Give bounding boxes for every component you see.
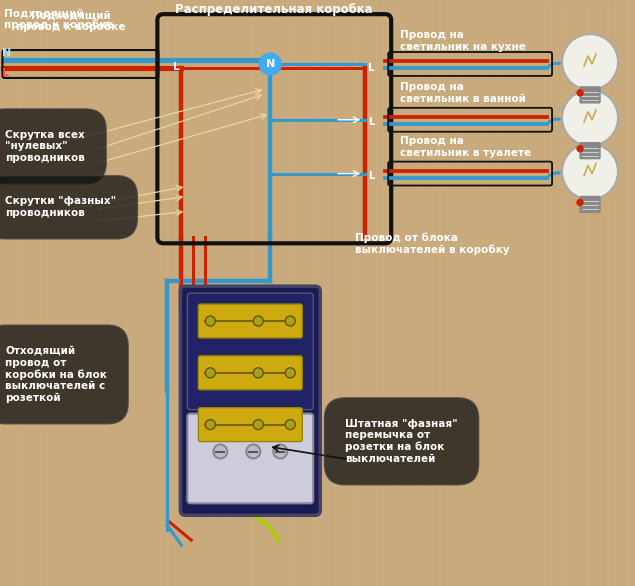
- FancyBboxPatch shape: [187, 293, 313, 410]
- Text: Провод на
светильник в туалете: Провод на светильник в туалете: [400, 136, 531, 158]
- Circle shape: [577, 199, 583, 206]
- Text: L: L: [368, 117, 375, 127]
- Text: L: L: [368, 63, 375, 73]
- FancyBboxPatch shape: [580, 196, 600, 212]
- Circle shape: [562, 144, 618, 199]
- Text: Провод от блока
выключателей в коробку: Провод от блока выключателей в коробку: [355, 233, 510, 255]
- Circle shape: [562, 34, 618, 90]
- Text: L: L: [368, 171, 375, 180]
- Circle shape: [253, 420, 264, 430]
- FancyBboxPatch shape: [187, 414, 313, 503]
- Text: Распределительная коробка: Распределительная коробка: [175, 3, 373, 16]
- Text: N: N: [265, 59, 275, 69]
- Circle shape: [577, 146, 583, 152]
- Text: L: L: [3, 68, 10, 78]
- Circle shape: [285, 368, 295, 378]
- Circle shape: [253, 368, 264, 378]
- Text: Подходящий
провод к коробке: Подходящий провод к коробке: [4, 8, 114, 30]
- Circle shape: [253, 316, 264, 326]
- Circle shape: [213, 445, 227, 458]
- Circle shape: [205, 316, 215, 326]
- FancyBboxPatch shape: [580, 142, 600, 159]
- Text: N: N: [3, 48, 12, 58]
- FancyBboxPatch shape: [180, 286, 320, 515]
- Text: Провод на
светильник на кухне: Провод на светильник на кухне: [400, 30, 526, 52]
- Circle shape: [285, 316, 295, 326]
- Text: L: L: [173, 62, 179, 72]
- Text: Провод на
светильник в ванной: Провод на светильник в ванной: [400, 82, 526, 104]
- Text: Скрутки "фазных"
проводников: Скрутки "фазных" проводников: [6, 196, 117, 218]
- FancyBboxPatch shape: [580, 87, 600, 103]
- Circle shape: [562, 90, 618, 146]
- FancyBboxPatch shape: [198, 356, 302, 390]
- Circle shape: [205, 420, 215, 430]
- Text: Подходящий
провод к коробке: Подходящий провод к коробке: [16, 10, 125, 32]
- Text: Скрутка всех
"нулевых"
проводников: Скрутка всех "нулевых" проводников: [6, 130, 85, 163]
- FancyBboxPatch shape: [198, 408, 302, 441]
- Circle shape: [246, 445, 260, 458]
- Text: Отходящий
провод от
коробки на блок
выключателей с
розеткой: Отходящий провод от коробки на блок выкл…: [6, 346, 107, 403]
- FancyBboxPatch shape: [198, 304, 302, 338]
- Circle shape: [273, 445, 287, 458]
- Circle shape: [577, 90, 583, 96]
- Text: Штатная "фазная"
перемычка от
розетки на блок
выключателей: Штатная "фазная" перемычка от розетки на…: [345, 418, 458, 464]
- Circle shape: [259, 53, 281, 75]
- Circle shape: [285, 420, 295, 430]
- Circle shape: [205, 368, 215, 378]
